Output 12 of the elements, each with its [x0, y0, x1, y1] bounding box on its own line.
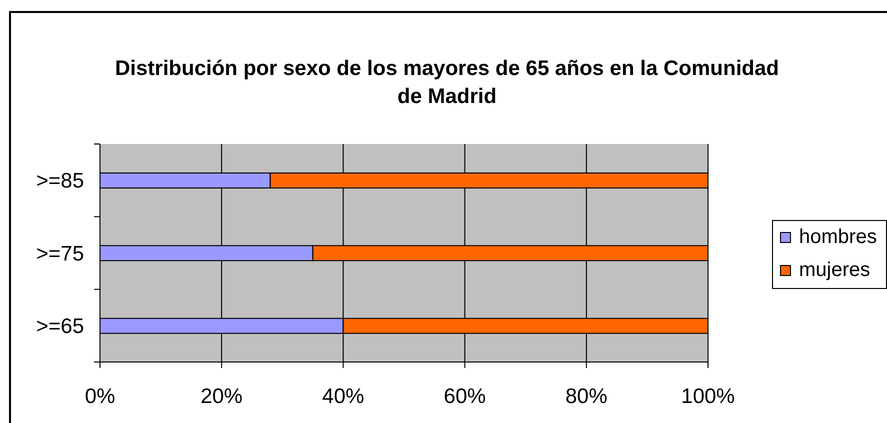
y-tick-label: >=85 [36, 170, 84, 193]
chart-title: Distribución por sexo de los mayores de 65 años en la Comunidad de Madrid [114, 56, 780, 110]
y-tick-label: >=65 [36, 315, 84, 338]
x-tick-label: 100% [681, 384, 735, 408]
x-tick-label: 60% [444, 384, 486, 408]
legend-label: hombres [799, 226, 877, 249]
x-tick-label: 40% [322, 384, 364, 408]
legend-label: mujeres [799, 259, 870, 282]
x-tick-label: 0% [84, 384, 116, 408]
x-tick-label: 20% [200, 384, 243, 408]
x-tick-label: 80% [565, 384, 608, 408]
y-tick-label: >=75 [36, 242, 84, 266]
